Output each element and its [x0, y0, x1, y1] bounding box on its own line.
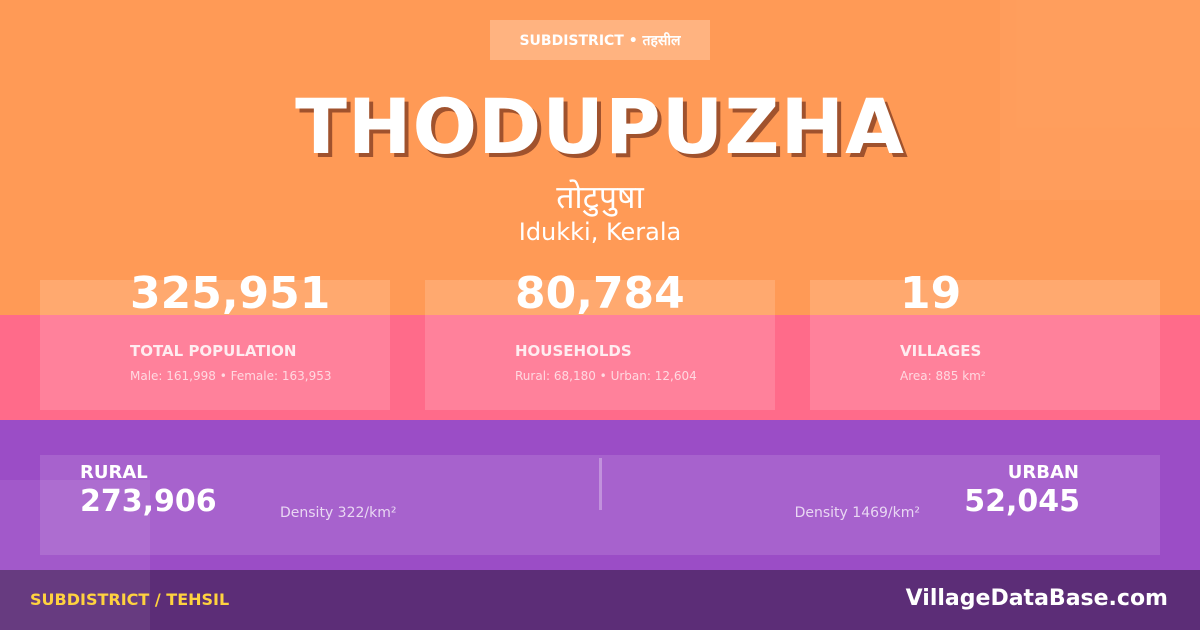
divider — [599, 458, 602, 510]
stat-value: 325,951 — [130, 268, 331, 319]
stat-card-households: 80,784 HOUSEHOLDS Rural: 68,180 • Urban:… — [425, 268, 775, 410]
stat-value: 19 — [900, 268, 962, 319]
location: Idukki, Kerala — [518, 218, 682, 246]
stat-sub: Rural: 68,180 • Urban: 12,604 — [515, 369, 697, 383]
type-badge: SUBDISTRICT • तहसील — [490, 20, 710, 60]
page-title: THODUPUZHA — [295, 82, 905, 171]
urban-density: Density 1469/km² — [794, 505, 920, 521]
stat-label: HOUSEHOLDS — [515, 342, 632, 360]
header-band — [0, 0, 1200, 315]
urban-value: 52,045 — [964, 484, 1080, 519]
stat-card-villages: 19 VILLAGES Area: 885 km² — [810, 268, 1160, 410]
rural-label: RURAL — [80, 462, 148, 483]
stat-sub: Area: 885 km² — [900, 369, 986, 383]
rural-urban-panel — [40, 455, 1160, 555]
title-hindi: तोटुपुषा — [556, 178, 644, 216]
footer-band — [0, 570, 1200, 630]
stat-card-population: 325,951 TOTAL POPULATION Male: 161,998 •… — [40, 268, 390, 410]
footer-type: SUBDISTRICT / TEHSIL — [30, 590, 230, 609]
rural-value: 273,906 — [80, 484, 217, 519]
stat-label: VILLAGES — [900, 342, 982, 360]
decor-square — [1000, 0, 1200, 200]
stat-sub: Male: 161,998 • Female: 163,953 — [130, 369, 332, 383]
rural-urban-band — [0, 420, 1200, 570]
stat-value: 80,784 — [515, 268, 685, 319]
stats-band — [0, 315, 1200, 420]
rural-density: Density 322/km² — [280, 505, 397, 521]
stat-label: TOTAL POPULATION — [130, 342, 297, 360]
urban-label: URBAN — [1007, 462, 1079, 483]
brand-link[interactable]: VillageDataBase.com — [905, 586, 1168, 611]
decor-square — [0, 480, 150, 630]
